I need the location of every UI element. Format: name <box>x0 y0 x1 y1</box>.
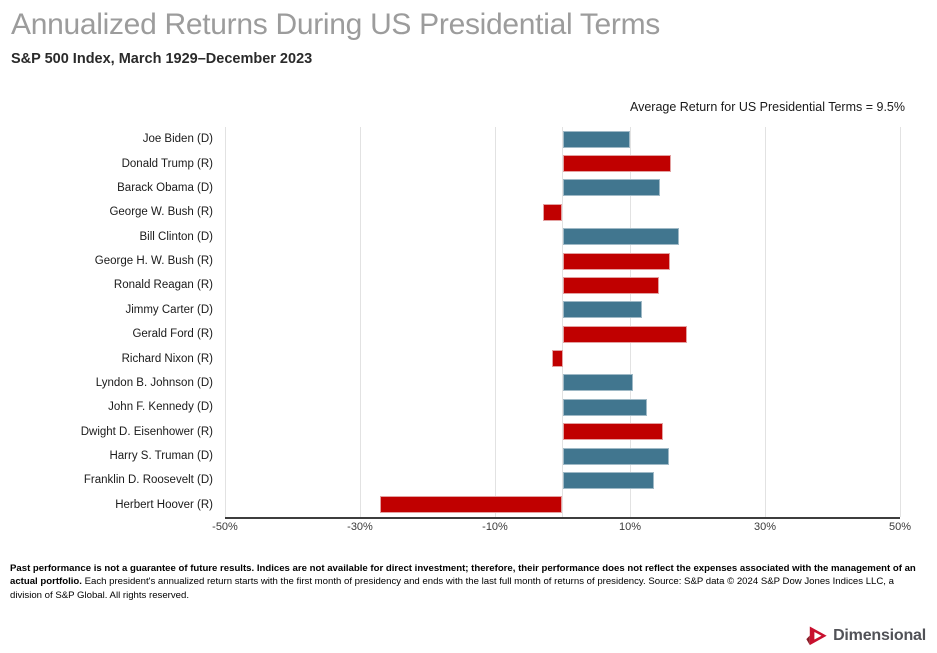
category-label: Lyndon B. Johnson (D) <box>95 376 213 389</box>
bar <box>562 276 660 294</box>
gridline-10 <box>629 127 631 517</box>
bar <box>562 471 654 489</box>
bar <box>562 155 672 173</box>
bar <box>542 203 563 221</box>
bar <box>562 423 664 441</box>
category-label: Bill Clinton (D) <box>139 230 214 243</box>
disclosure-regular-text: Each president's annualized return start… <box>10 576 894 601</box>
category-label: Barack Obama (D) <box>117 181 213 194</box>
page-subtitle: S&P 500 Index, March 1929–December 2023 <box>11 51 313 67</box>
category-label: Jimmy Carter (D) <box>125 303 213 316</box>
disclosure-bold-text: Past performance is not a guarantee of f… <box>10 563 916 588</box>
bar <box>562 179 660 197</box>
dimensional-logo-text: Dimensional <box>833 626 926 644</box>
bar <box>562 398 647 416</box>
category-label: George W. Bush (R) <box>109 206 213 219</box>
bar <box>562 374 633 392</box>
bar <box>562 228 680 246</box>
x-tick-label: -50% <box>212 521 238 533</box>
x-tick-label: 10% <box>618 521 642 533</box>
average-return-annotation: Average Return for US Presidential Terms… <box>629 100 905 114</box>
x-tick-label: -10% <box>482 521 508 533</box>
category-label: Dwight D. Eisenhower (R) <box>80 425 213 438</box>
category-label: Gerald Ford (R) <box>132 328 213 341</box>
category-label: Franklin D. Roosevelt (D) <box>83 474 213 487</box>
dimensional-logo: Dimensional <box>805 624 926 647</box>
x-axis-line <box>225 517 900 519</box>
gridline-0 <box>562 127 563 517</box>
category-label: Joe Biden (D) <box>142 133 213 146</box>
category-label: Donald Trump (R) <box>121 157 213 170</box>
category-label: George H. W. Bush (R) <box>94 255 213 268</box>
gridline-30 <box>764 127 766 517</box>
dimensional-logo-icon <box>806 626 827 646</box>
category-label: Herbert Hoover (R) <box>115 498 213 511</box>
category-labels: Joe Biden (D) Donald Trump (R) Barack Obam… <box>0 127 213 517</box>
bar <box>562 447 670 465</box>
x-tick-label: 30% <box>753 521 777 533</box>
x-tick-label: -30% <box>347 521 373 533</box>
plot-area <box>224 127 901 519</box>
category-label: Richard Nixon (R) <box>121 352 213 365</box>
bar <box>562 301 643 319</box>
bar <box>562 325 688 343</box>
category-label: Harry S. Truman (D) <box>109 450 213 463</box>
disclosure-text: Past performance is not a guarantee of f… <box>10 562 928 602</box>
bar <box>562 252 670 270</box>
category-label: John F. Kennedy (D) <box>108 401 213 414</box>
category-label: Ronald Reagan (R) <box>113 279 213 292</box>
gridline--10 <box>494 127 496 517</box>
x-axis-ticks: -50% -30% -10% 10% 30% 50% <box>212 521 911 537</box>
x-tick-label: 50% <box>888 521 912 533</box>
gridline-50 <box>899 127 901 517</box>
bar <box>552 350 563 368</box>
gridline--50 <box>224 127 226 517</box>
bar <box>379 496 563 514</box>
gridline--30 <box>359 127 361 517</box>
bar <box>562 130 630 148</box>
page-title: Annualized Returns During US Presidentia… <box>11 8 660 41</box>
